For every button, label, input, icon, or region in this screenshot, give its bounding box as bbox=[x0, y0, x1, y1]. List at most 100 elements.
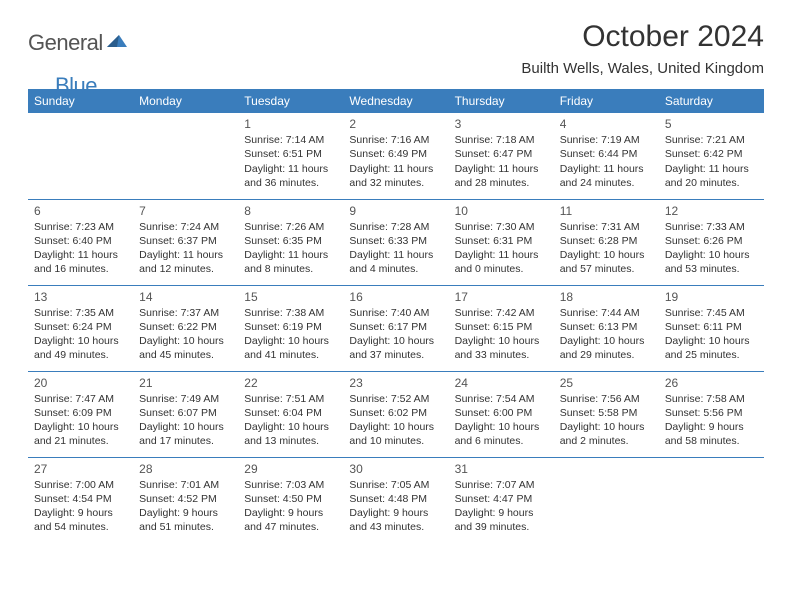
calendar-cell: 10Sunrise: 7:30 AMSunset: 6:31 PMDayligh… bbox=[449, 199, 554, 285]
sunrise-text: Sunrise: 7:23 AM bbox=[34, 220, 127, 234]
sunrise-text: Sunrise: 7:31 AM bbox=[560, 220, 653, 234]
sunset-text: Sunset: 4:50 PM bbox=[244, 492, 337, 506]
day-number: 8 bbox=[244, 203, 337, 219]
day-number: 21 bbox=[139, 375, 232, 391]
day-number: 19 bbox=[665, 289, 758, 305]
daylight-text: Daylight: 10 hours bbox=[455, 334, 548, 348]
daylight-text: Daylight: 11 hours bbox=[560, 162, 653, 176]
daylight-text: Daylight: 10 hours bbox=[665, 334, 758, 348]
calendar-cell bbox=[554, 457, 659, 543]
sunset-text: Sunset: 6:40 PM bbox=[34, 234, 127, 248]
calendar-cell: 6Sunrise: 7:23 AMSunset: 6:40 PMDaylight… bbox=[28, 199, 133, 285]
sunrise-text: Sunrise: 7:19 AM bbox=[560, 133, 653, 147]
sunrise-text: Sunrise: 7:26 AM bbox=[244, 220, 337, 234]
daylight-text: Daylight: 9 hours bbox=[34, 506, 127, 520]
sunrise-text: Sunrise: 7:52 AM bbox=[349, 392, 442, 406]
calendar-cell: 20Sunrise: 7:47 AMSunset: 6:09 PMDayligh… bbox=[28, 371, 133, 457]
day-number: 20 bbox=[34, 375, 127, 391]
sunset-text: Sunset: 6:42 PM bbox=[665, 147, 758, 161]
daylight-text: Daylight: 10 hours bbox=[455, 420, 548, 434]
daylight-text: Daylight: 10 hours bbox=[139, 334, 232, 348]
day-number: 5 bbox=[665, 116, 758, 132]
calendar-cell: 25Sunrise: 7:56 AMSunset: 5:58 PMDayligh… bbox=[554, 371, 659, 457]
sunset-text: Sunset: 6:00 PM bbox=[455, 406, 548, 420]
sunrise-text: Sunrise: 7:35 AM bbox=[34, 306, 127, 320]
sunset-text: Sunset: 6:26 PM bbox=[665, 234, 758, 248]
sunset-text: Sunset: 6:44 PM bbox=[560, 147, 653, 161]
logo-triangle-icon bbox=[107, 33, 127, 54]
day-number: 6 bbox=[34, 203, 127, 219]
sunrise-text: Sunrise: 7:07 AM bbox=[455, 478, 548, 492]
calendar-cell: 19Sunrise: 7:45 AMSunset: 6:11 PMDayligh… bbox=[659, 285, 764, 371]
sunset-text: Sunset: 6:37 PM bbox=[139, 234, 232, 248]
calendar-row: 20Sunrise: 7:47 AMSunset: 6:09 PMDayligh… bbox=[28, 371, 764, 457]
sunrise-text: Sunrise: 7:47 AM bbox=[34, 392, 127, 406]
sunset-text: Sunset: 6:11 PM bbox=[665, 320, 758, 334]
sunset-text: Sunset: 6:28 PM bbox=[560, 234, 653, 248]
weekday-header: Friday bbox=[554, 89, 659, 113]
sunrise-text: Sunrise: 7:38 AM bbox=[244, 306, 337, 320]
sunset-text: Sunset: 6:49 PM bbox=[349, 147, 442, 161]
calendar-row: 1Sunrise: 7:14 AMSunset: 6:51 PMDaylight… bbox=[28, 113, 764, 199]
sunset-text: Sunset: 6:19 PM bbox=[244, 320, 337, 334]
daylight-text: Daylight: 10 hours bbox=[560, 334, 653, 348]
weekday-header: Wednesday bbox=[343, 89, 448, 113]
sunrise-text: Sunrise: 7:42 AM bbox=[455, 306, 548, 320]
weekday-header: Saturday bbox=[659, 89, 764, 113]
sunrise-text: Sunrise: 7:28 AM bbox=[349, 220, 442, 234]
calendar-cell: 27Sunrise: 7:00 AMSunset: 4:54 PMDayligh… bbox=[28, 457, 133, 543]
daylight-text: Daylight: 11 hours bbox=[244, 162, 337, 176]
calendar-cell: 4Sunrise: 7:19 AMSunset: 6:44 PMDaylight… bbox=[554, 113, 659, 199]
daylight-text: Daylight: 11 hours bbox=[349, 248, 442, 262]
calendar-row: 6Sunrise: 7:23 AMSunset: 6:40 PMDaylight… bbox=[28, 199, 764, 285]
weekday-header: Monday bbox=[133, 89, 238, 113]
sunrise-text: Sunrise: 7:30 AM bbox=[455, 220, 548, 234]
daylight-text: and 20 minutes. bbox=[665, 176, 758, 190]
sunset-text: Sunset: 6:47 PM bbox=[455, 147, 548, 161]
day-number: 11 bbox=[560, 203, 653, 219]
sunrise-text: Sunrise: 7:45 AM bbox=[665, 306, 758, 320]
sunrise-text: Sunrise: 7:56 AM bbox=[560, 392, 653, 406]
sunrise-text: Sunrise: 7:54 AM bbox=[455, 392, 548, 406]
daylight-text: and 12 minutes. bbox=[139, 262, 232, 276]
sunrise-text: Sunrise: 7:24 AM bbox=[139, 220, 232, 234]
sunset-text: Sunset: 6:15 PM bbox=[455, 320, 548, 334]
daylight-text: Daylight: 9 hours bbox=[244, 506, 337, 520]
day-number: 1 bbox=[244, 116, 337, 132]
daylight-text: Daylight: 11 hours bbox=[34, 248, 127, 262]
calendar-cell: 12Sunrise: 7:33 AMSunset: 6:26 PMDayligh… bbox=[659, 199, 764, 285]
day-number: 23 bbox=[349, 375, 442, 391]
sunset-text: Sunset: 6:17 PM bbox=[349, 320, 442, 334]
daylight-text: and 10 minutes. bbox=[349, 434, 442, 448]
calendar-cell: 9Sunrise: 7:28 AMSunset: 6:33 PMDaylight… bbox=[343, 199, 448, 285]
day-number: 30 bbox=[349, 461, 442, 477]
header: General October 2024 Builth Wells, Wales… bbox=[28, 20, 764, 77]
day-number: 15 bbox=[244, 289, 337, 305]
sunrise-text: Sunrise: 7:03 AM bbox=[244, 478, 337, 492]
month-title: October 2024 bbox=[521, 20, 764, 54]
sunrise-text: Sunrise: 7:49 AM bbox=[139, 392, 232, 406]
day-number: 4 bbox=[560, 116, 653, 132]
daylight-text: Daylight: 10 hours bbox=[560, 420, 653, 434]
sunrise-text: Sunrise: 7:16 AM bbox=[349, 133, 442, 147]
day-number: 26 bbox=[665, 375, 758, 391]
logo-text-blue: Blue bbox=[55, 73, 97, 99]
location: Builth Wells, Wales, United Kingdom bbox=[521, 60, 764, 77]
sunrise-text: Sunrise: 7:40 AM bbox=[349, 306, 442, 320]
sunset-text: Sunset: 5:56 PM bbox=[665, 406, 758, 420]
daylight-text: Daylight: 10 hours bbox=[560, 248, 653, 262]
daylight-text: Daylight: 11 hours bbox=[139, 248, 232, 262]
daylight-text: and 37 minutes. bbox=[349, 348, 442, 362]
day-number: 22 bbox=[244, 375, 337, 391]
daylight-text: Daylight: 11 hours bbox=[455, 162, 548, 176]
calendar-cell: 8Sunrise: 7:26 AMSunset: 6:35 PMDaylight… bbox=[238, 199, 343, 285]
daylight-text: Daylight: 10 hours bbox=[34, 420, 127, 434]
daylight-text: and 2 minutes. bbox=[560, 434, 653, 448]
calendar-cell: 7Sunrise: 7:24 AMSunset: 6:37 PMDaylight… bbox=[133, 199, 238, 285]
daylight-text: and 32 minutes. bbox=[349, 176, 442, 190]
weekday-header-row: Sunday Monday Tuesday Wednesday Thursday… bbox=[28, 89, 764, 113]
day-number: 24 bbox=[455, 375, 548, 391]
daylight-text: and 39 minutes. bbox=[455, 520, 548, 534]
day-number: 31 bbox=[455, 461, 548, 477]
weekday-header: Thursday bbox=[449, 89, 554, 113]
